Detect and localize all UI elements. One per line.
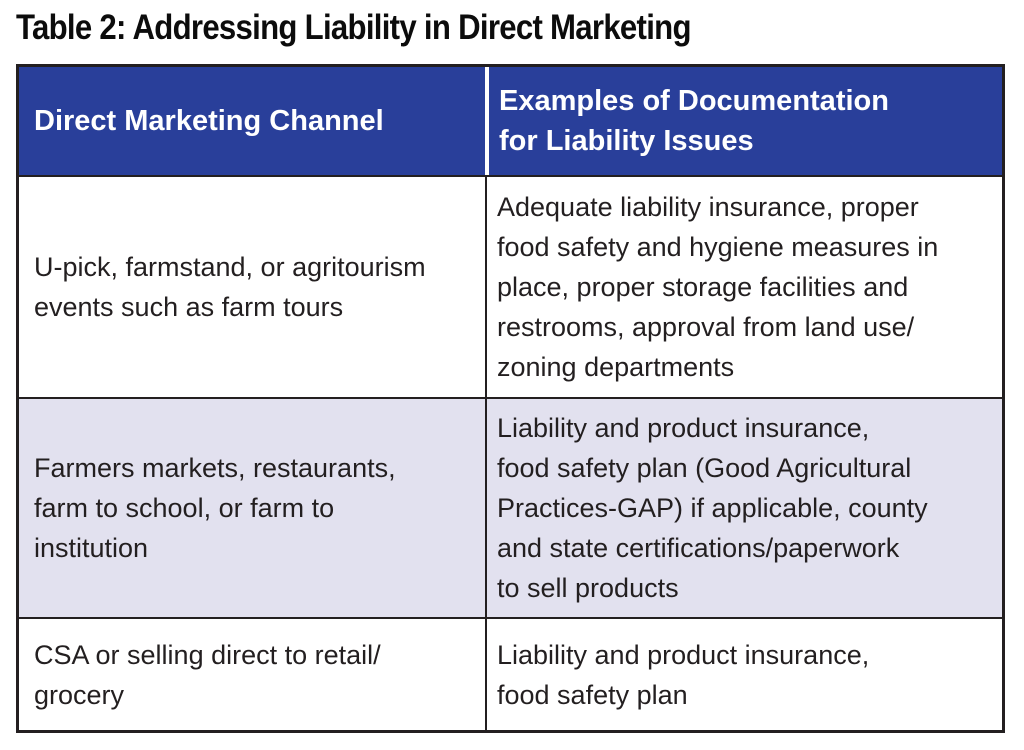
row-3-documentation-cell: Liability and product insurance, food sa…	[485, 617, 1002, 730]
row-3-channel-cell: CSA or selling direct to retail/ grocery	[19, 617, 485, 730]
header-direct-marketing-channel: Direct Marketing Channel	[19, 67, 485, 175]
row-2-channel-cell: Farmers markets, restaurants, farm to sc…	[19, 397, 485, 617]
table-title: Table 2: Addressing Liability in Direct …	[16, 8, 691, 47]
liability-table: Direct Marketing Channel Examples of Doc…	[16, 64, 1005, 733]
row-1-documentation-cell: Adequate liability insurance, proper foo…	[485, 175, 1002, 397]
row-2-documentation-cell: Liability and product insurance, food sa…	[485, 397, 1002, 617]
row-1-channel-cell: U-pick, farmstand, or agritourism events…	[19, 175, 485, 397]
header-documentation-examples: Examples of Documentation for Liability …	[485, 67, 1002, 175]
